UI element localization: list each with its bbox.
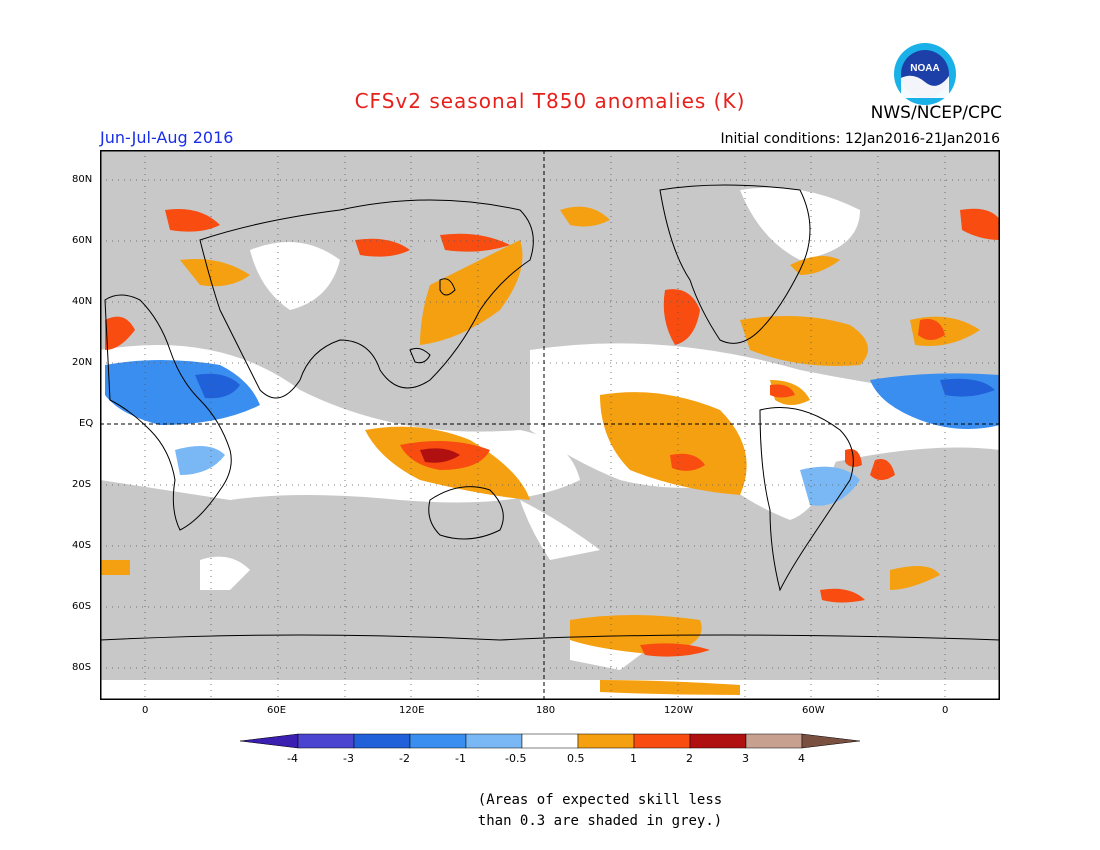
colorbar: [240, 733, 860, 749]
colorbar-label: -0.5: [505, 752, 527, 765]
lat-label-20n: 20N: [72, 357, 93, 368]
anomaly-map: [100, 150, 1000, 700]
noaa-logo: NOAA: [894, 43, 956, 105]
colorbar-bin: [577, 733, 635, 749]
season-label: Jun-Jul-Aug 2016: [100, 128, 234, 147]
colorbar-label: 1: [630, 752, 637, 765]
colorbar-label: -1: [455, 752, 466, 765]
colorbar-label: 3: [742, 752, 749, 765]
svg-text:NOAA: NOAA: [910, 63, 939, 74]
lon-label-0-right: 0: [942, 705, 949, 716]
colorbar-label: 2: [686, 752, 693, 765]
colorbar-bin: [633, 733, 691, 749]
colorbar-bin: [409, 733, 467, 749]
strong-positive-anomaly-regions: [105, 208, 1000, 657]
agency-label: NWS/NCEP/CPC: [870, 103, 1002, 123]
colorbar-bin: [465, 733, 523, 749]
lat-label-40n: 40N: [72, 296, 93, 307]
colorbar-label: -3: [343, 752, 354, 765]
colorbar-bin: [353, 733, 411, 749]
very-strong-positive-anomaly-regions: [420, 448, 460, 463]
lat-label-40s: 40S: [72, 540, 92, 551]
colorbar-arrow-low: [240, 733, 299, 749]
lon-label-180: 180: [536, 705, 556, 716]
lat-label-80n: 80N: [72, 174, 93, 185]
colorbar-label: -2: [399, 752, 410, 765]
map-title: CFSv2 seasonal T850 anomalies (K): [354, 89, 746, 113]
lon-label-60w: 60W: [802, 705, 825, 716]
colorbar-label: 4: [798, 752, 805, 765]
map-frame: [100, 150, 1000, 700]
negative-anomaly-regions: [105, 360, 1000, 506]
colorbar-bin: [689, 733, 747, 749]
skill-note-line1: (Areas of expected skill less: [477, 792, 723, 808]
lat-label-20s: 20S: [72, 479, 92, 490]
lon-label-0-left: 0: [142, 705, 149, 716]
lat-label-60n: 60N: [72, 235, 93, 246]
lat-label-eq: EQ: [79, 418, 94, 429]
colorbar-bin: [297, 733, 355, 749]
colorbar-label: -4: [287, 752, 298, 765]
colorbar-bin: [745, 733, 803, 749]
graticule: [100, 150, 1000, 700]
colorbar-label: 0.5: [567, 752, 585, 765]
lon-label-120e: 120E: [399, 705, 425, 716]
coastlines: [100, 184, 1000, 641]
colorbar-arrow-high: [801, 733, 860, 749]
lat-label-60s: 60S: [72, 601, 92, 612]
lon-label-60e: 60E: [267, 705, 287, 716]
colorbar-bin: [521, 733, 579, 749]
lat-label-80s: 80S: [72, 662, 92, 673]
initial-conditions-label: Initial conditions: 12Jan2016-21Jan2016: [720, 131, 1000, 147]
lon-label-120w: 120W: [664, 705, 693, 716]
skill-note-line2: than 0.3 are shaded in grey.): [477, 813, 723, 829]
